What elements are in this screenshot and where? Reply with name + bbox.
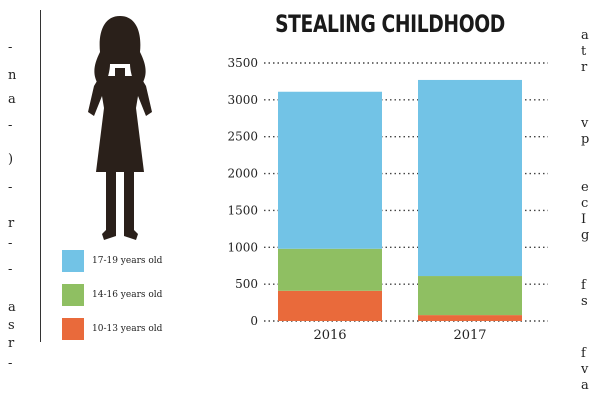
text-fragment: e [581,180,589,195]
bar-segment [278,248,382,291]
legend-label-10-13: 10-13 years old [92,324,163,334]
text-fragment: - [8,236,13,251]
bar-segment [418,315,522,321]
girl-silhouette-icon [88,16,152,240]
text-fragment: v [581,362,589,377]
text-fragment: I [581,212,587,227]
legend-swatch-10-13 [62,318,84,340]
text-fragment: n [8,68,17,83]
text-fragment: r [581,60,588,75]
bar-segment [278,91,382,249]
text-fragment: f [581,278,586,293]
text-fragment: a [581,28,589,43]
legend-swatch-17-19 [62,250,84,272]
text-fragment: p [581,132,590,147]
text-fragment: - [8,40,13,55]
legend-label-14-16: 14-16 years old [92,290,163,300]
text-fragment: t [581,44,587,59]
legend-swatch-14-16 [62,284,84,306]
text-fragment: - [8,356,13,371]
text-fragment: g [581,228,590,243]
y-tick-label: 2500 [227,130,258,144]
y-tick-label: 500 [235,277,258,291]
legend-label-17-19: 17-19 years old [92,256,163,266]
text-fragment: s [8,318,15,333]
stacked-bar-chart: 0 500 1000 1500 2000 2500 3000 3500 2016 2017 [227,56,548,343]
text-fragment: c [581,196,589,211]
text-fragment: s [581,294,588,309]
text-fragment: a [581,378,589,393]
text-fragment: a [8,92,16,107]
text-fragment: r [8,216,15,231]
text-fragment: - [8,118,13,133]
text-fragment: r [8,336,15,351]
y-tick-label: 3500 [227,56,258,70]
text-fragment: v [581,116,589,131]
text-fragment: - [8,262,13,277]
bar-segment [418,276,522,316]
text-fragment: ) [8,152,14,167]
legend-item-17-19: 17-19 years old [62,250,162,272]
column-divider [40,10,41,342]
chart-legend: 17-19 years old 14-16 years old 10-13 ye… [62,250,162,352]
y-tick-label: 2000 [227,167,258,181]
text-fragment: - [8,180,13,195]
text-fragment: a [8,300,16,315]
text-fragment: f [581,346,586,361]
y-tick-label: 1500 [227,203,258,217]
chart-title: STEALING CHILDHOOD [275,10,505,38]
x-tick-label: 2016 [313,328,346,343]
y-tick-label: 0 [250,314,258,328]
legend-item-14-16: 14-16 years old [62,284,162,306]
y-tick-label: 1000 [227,240,258,254]
bar-segment [278,290,382,321]
y-tick-label: 3000 [227,93,258,107]
bar-segment [418,79,522,277]
x-tick-label: 2017 [453,328,486,343]
legend-item-10-13: 10-13 years old [62,318,162,340]
